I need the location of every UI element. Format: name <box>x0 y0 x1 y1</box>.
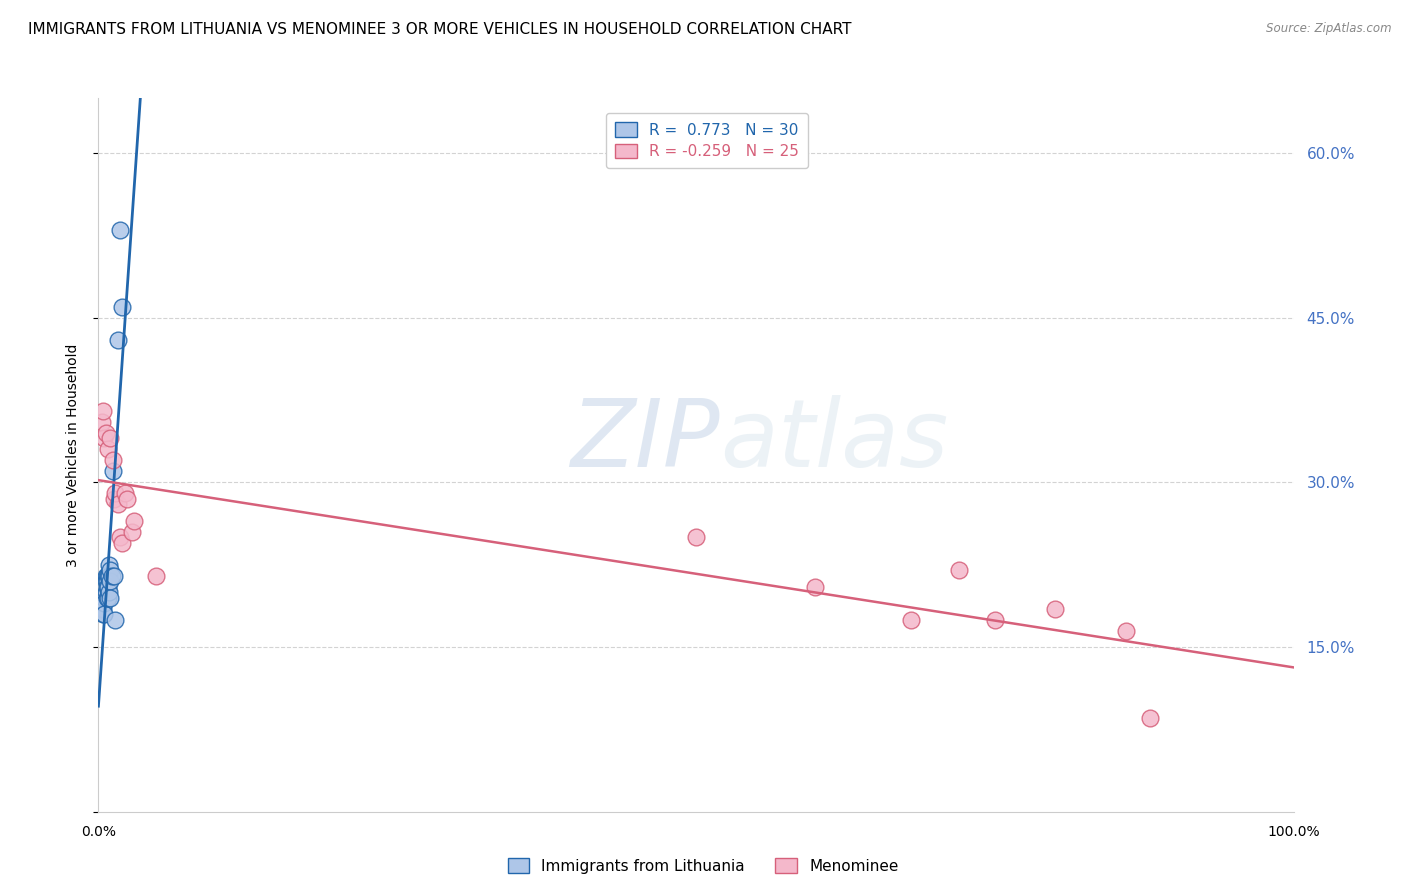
Legend: R =  0.773   N = 30, R = -0.259   N = 25: R = 0.773 N = 30, R = -0.259 N = 25 <box>606 113 808 169</box>
Text: atlas: atlas <box>720 395 948 486</box>
Point <box>1115 624 1137 638</box>
Point <box>948 563 970 577</box>
Point <box>103 568 125 582</box>
Point <box>104 486 127 500</box>
Point <box>124 514 146 528</box>
Point <box>97 568 120 582</box>
Y-axis label: 3 or more Vehicles in Household: 3 or more Vehicles in Household <box>66 343 80 566</box>
Point <box>98 591 122 605</box>
Point <box>108 223 131 237</box>
Point <box>97 580 120 594</box>
Point <box>90 591 112 605</box>
Point <box>98 432 122 446</box>
Point <box>107 497 129 511</box>
Point <box>804 580 827 594</box>
Point <box>111 300 134 314</box>
Point <box>96 568 118 582</box>
Point <box>98 563 122 577</box>
Point <box>115 491 138 506</box>
Point <box>97 591 120 605</box>
Point <box>145 568 167 582</box>
Point <box>97 442 120 457</box>
Point <box>984 613 1007 627</box>
Point <box>94 568 117 582</box>
Point <box>101 464 124 478</box>
Point <box>104 613 127 627</box>
Text: Source: ZipAtlas.com: Source: ZipAtlas.com <box>1267 22 1392 36</box>
Point <box>94 585 117 599</box>
Point <box>91 404 114 418</box>
Point <box>1139 711 1161 725</box>
Point <box>96 574 118 589</box>
Point <box>93 591 115 605</box>
Point <box>101 453 124 467</box>
Point <box>98 585 121 599</box>
Point <box>100 568 122 582</box>
Point <box>94 425 117 440</box>
Point <box>121 524 143 539</box>
Legend: Immigrants from Lithuania, Menominee: Immigrants from Lithuania, Menominee <box>502 852 904 880</box>
Point <box>93 432 115 446</box>
Point <box>94 574 117 589</box>
Point <box>685 530 707 544</box>
Point <box>98 568 121 582</box>
Point <box>96 591 118 605</box>
Text: IMMIGRANTS FROM LITHUANIA VS MENOMINEE 3 OR MORE VEHICLES IN HOUSEHOLD CORRELATI: IMMIGRANTS FROM LITHUANIA VS MENOMINEE 3… <box>28 22 852 37</box>
Point <box>93 596 115 610</box>
Point <box>98 574 122 589</box>
Point <box>91 607 114 621</box>
Point <box>1043 601 1066 615</box>
Point <box>900 613 922 627</box>
Point <box>93 607 115 621</box>
Point <box>98 558 121 572</box>
Point <box>96 580 118 594</box>
Point <box>91 415 114 429</box>
Point <box>91 601 114 615</box>
Point <box>111 535 134 549</box>
Point <box>107 333 129 347</box>
Point <box>108 530 131 544</box>
Text: ZIP: ZIP <box>571 395 720 486</box>
Point <box>114 486 136 500</box>
Point <box>91 601 114 615</box>
Point <box>103 491 125 506</box>
